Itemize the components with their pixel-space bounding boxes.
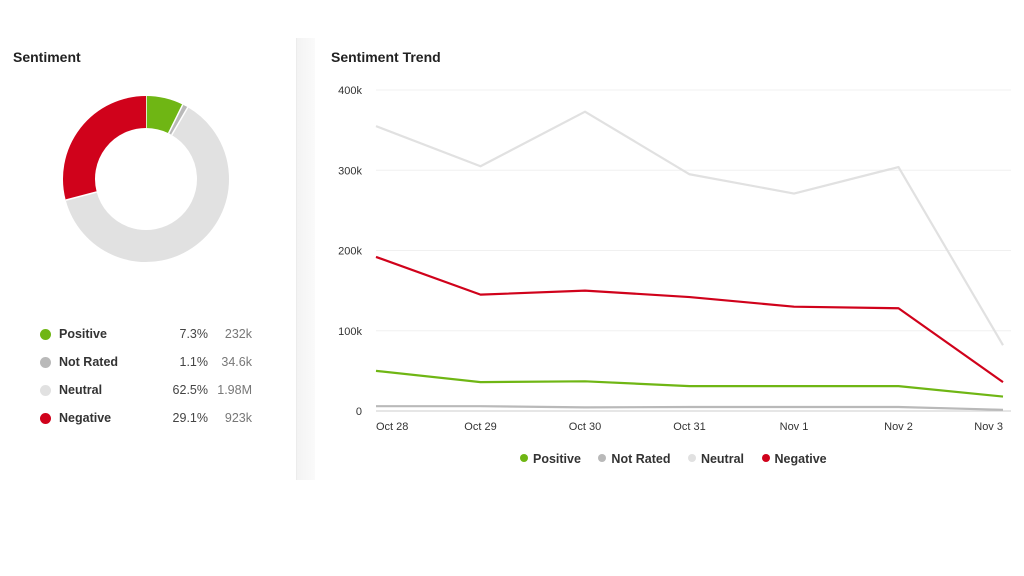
x-tick-label: Oct 30: [569, 421, 601, 433]
legend-label: Not Rated: [59, 355, 119, 369]
sentiment-trend-chart: 0 100k 200k 300k 400k Oct 28 Oct 29 Oct 30 Oct 3…: [338, 85, 1011, 433]
y-tick-label: 400k: [338, 85, 362, 97]
series-line-negative[interactable]: [375, 255, 1004, 384]
donut-separator: [171, 106, 189, 136]
legend-percent: 62.5%: [172, 383, 208, 397]
x-tick-label: Nov 2: [884, 421, 913, 433]
trend-legend-label: Neutral: [700, 452, 745, 466]
legend-label: Neutral: [59, 383, 103, 397]
legend-label: Negative: [59, 411, 112, 425]
x-tick-label: Oct 29: [464, 421, 496, 433]
trend-legend: Positive Not Rated Neutral Negative: [520, 452, 841, 468]
x-tick-label: Nov 3: [974, 421, 1003, 433]
y-tick-label: 0: [356, 406, 362, 418]
donut-slice-negative[interactable]: [63, 96, 147, 201]
trend-legend-label: Positive: [533, 452, 581, 466]
trend-legend-dot: [598, 454, 607, 462]
series-line-positive[interactable]: [375, 369, 1004, 398]
x-tick-label: Nov 1: [780, 421, 809, 433]
trend-legend-label: Negative: [774, 452, 827, 466]
legend-count: 923k: [224, 411, 252, 425]
trend-panel-title: Sentiment Trend: [331, 49, 441, 65]
donut-separator: [167, 104, 184, 134]
x-tick-label: Oct 31: [673, 421, 705, 433]
trend-legend-positive[interactable]: Positive: [520, 452, 581, 466]
legend-count: 1.98M: [217, 383, 252, 397]
sentiment-donut-chart: [63, 96, 229, 262]
trend-legend-label: Not Rated: [611, 452, 671, 466]
y-tick-label: 300k: [338, 165, 362, 177]
legend-dot-neutral: [40, 385, 51, 396]
legend-percent: 1.1%: [179, 355, 209, 369]
legend-row-not-rated[interactable]: Not Rated 1.1% 34.6k: [38, 350, 278, 378]
x-tick-label: Oct 28: [376, 421, 408, 433]
trend-legend-neutral[interactable]: Neutral: [687, 452, 745, 466]
series-line-neutral[interactable]: [375, 110, 1004, 346]
trend-legend-dot: [761, 454, 770, 462]
y-tick-label: 100k: [338, 326, 362, 338]
donut-slice-neutral[interactable]: [65, 107, 229, 262]
legend-dot-not-rated: [40, 357, 51, 368]
trend-legend-dot: [687, 454, 696, 462]
trend-legend-dot: [520, 454, 528, 462]
y-tick-label: 200k: [338, 246, 362, 258]
legend-percent: 29.1%: [172, 411, 208, 425]
legend-count: 34.6k: [221, 355, 252, 369]
trend-legend-negative[interactable]: Negative: [761, 452, 827, 466]
legend-label: Positive: [59, 327, 107, 341]
legend-row-positive[interactable]: Positive 7.3% 232k: [38, 322, 278, 350]
trend-legend-not-rated[interactable]: Not Rated: [598, 452, 670, 466]
legend-percent: 7.3%: [179, 327, 209, 341]
sentiment-legend: Positive 7.3% 232k Not Rated 1.1% 34.6k …: [38, 322, 278, 434]
legend-dot-negative: [40, 413, 51, 424]
panel-divider: [296, 38, 315, 480]
sentiment-panel-title: Sentiment: [13, 49, 81, 65]
legend-row-negative[interactable]: Negative 29.1% 923k: [38, 406, 278, 434]
legend-row-neutral[interactable]: Neutral 62.5% 1.98M: [38, 378, 278, 406]
series-line-not-rated[interactable]: [376, 405, 1004, 411]
legend-count: 232k: [224, 327, 252, 341]
donut-slice-positive[interactable]: [145, 96, 183, 134]
donut-separator: [65, 191, 97, 201]
legend-dot-positive: [40, 329, 51, 340]
